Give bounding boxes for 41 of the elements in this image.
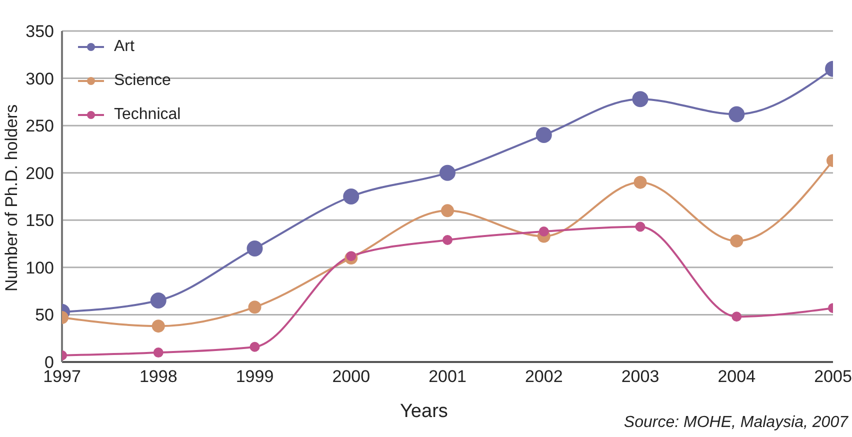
- point: [635, 222, 646, 232]
- x-tick-label: 1998: [139, 367, 178, 386]
- point: [152, 320, 165, 333]
- point: [250, 342, 260, 352]
- x-tick-label: 2004: [718, 367, 756, 386]
- y-tick-label: 250: [26, 116, 54, 136]
- point: [150, 292, 166, 309]
- x-axis-title: Years: [400, 401, 448, 423]
- point: [248, 300, 262, 314]
- y-axis-title: Number of Ph.D. holders: [2, 104, 22, 292]
- point: [440, 164, 456, 181]
- x-tick-label: 2003: [621, 367, 660, 386]
- y-tick-label: 150: [26, 211, 54, 230]
- point: [632, 91, 648, 108]
- legend-label: Art: [114, 37, 134, 57]
- point: [153, 348, 164, 358]
- point: [732, 312, 742, 322]
- x-tick-label: 2002: [524, 367, 563, 386]
- x-tick-label: 2000: [332, 367, 370, 386]
- y-tick-label: 100: [26, 258, 54, 278]
- point: [728, 106, 745, 122]
- y-tick-label: 300: [26, 69, 54, 88]
- legend-label: Science: [114, 71, 171, 91]
- y-tick-label: 50: [35, 306, 54, 325]
- point: [346, 251, 356, 262]
- point: [343, 188, 360, 204]
- point: [442, 235, 452, 246]
- point: [246, 240, 263, 257]
- x-tick-label: 2005: [814, 367, 852, 386]
- y-tick-label: 200: [26, 164, 54, 183]
- x-tick-label: 1997: [43, 367, 81, 386]
- x-tick-label: 1999: [236, 367, 274, 386]
- point: [634, 176, 647, 189]
- point: [538, 226, 549, 236]
- point: [441, 204, 454, 218]
- point: [536, 127, 552, 144]
- source-note: Source: MOHE, Malaysia, 2007: [624, 414, 848, 432]
- x-tick-label: 2001: [428, 367, 466, 386]
- y-tick-label: 350: [26, 22, 54, 42]
- legend-label: Technical: [114, 105, 181, 125]
- point: [730, 234, 744, 248]
